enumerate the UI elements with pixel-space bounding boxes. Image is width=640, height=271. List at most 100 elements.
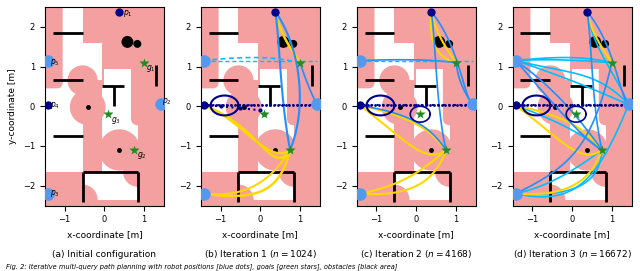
Bar xyxy=(201,7,239,43)
Circle shape xyxy=(223,185,253,215)
FancyBboxPatch shape xyxy=(443,0,483,125)
Bar xyxy=(414,86,450,132)
Circle shape xyxy=(223,65,253,96)
Circle shape xyxy=(123,157,153,187)
Circle shape xyxy=(566,129,608,171)
Bar xyxy=(201,80,232,108)
Bar xyxy=(45,108,83,136)
Bar xyxy=(138,72,164,118)
Circle shape xyxy=(303,72,331,100)
Bar xyxy=(356,43,414,80)
Bar xyxy=(45,136,83,172)
Bar xyxy=(550,172,632,200)
Circle shape xyxy=(614,72,640,100)
Bar xyxy=(450,172,476,206)
Circle shape xyxy=(147,72,175,100)
Bar xyxy=(356,7,369,43)
Bar xyxy=(570,86,606,132)
FancyBboxPatch shape xyxy=(287,0,327,125)
Bar xyxy=(356,108,394,136)
Bar xyxy=(201,7,212,43)
Circle shape xyxy=(260,4,291,34)
Bar xyxy=(45,43,102,80)
Bar xyxy=(45,80,77,108)
Circle shape xyxy=(279,157,309,187)
Bar xyxy=(414,132,450,172)
Circle shape xyxy=(589,36,601,48)
FancyBboxPatch shape xyxy=(599,0,639,125)
Bar xyxy=(102,86,138,132)
Bar xyxy=(239,172,320,200)
Circle shape xyxy=(573,14,627,68)
Y-axis label: y-coordinate [m]: y-coordinate [m] xyxy=(8,69,17,144)
Bar xyxy=(513,80,545,108)
Circle shape xyxy=(411,129,452,171)
FancyBboxPatch shape xyxy=(507,0,531,88)
Bar xyxy=(201,136,239,172)
Text: $p_2$: $p_2$ xyxy=(162,96,172,107)
Bar xyxy=(570,132,606,172)
Bar xyxy=(201,43,259,80)
Bar xyxy=(83,172,164,200)
Circle shape xyxy=(416,4,447,34)
Text: $g_1$: $g_1$ xyxy=(147,63,156,74)
Circle shape xyxy=(601,40,609,48)
Bar xyxy=(606,72,632,118)
Circle shape xyxy=(104,4,134,34)
Text: $g_2$: $g_2$ xyxy=(136,150,147,162)
Circle shape xyxy=(381,89,417,125)
FancyBboxPatch shape xyxy=(39,0,63,88)
Bar xyxy=(513,7,550,43)
Circle shape xyxy=(277,36,289,48)
Circle shape xyxy=(535,65,565,96)
Circle shape xyxy=(70,89,106,125)
Circle shape xyxy=(67,185,98,215)
Circle shape xyxy=(105,14,159,68)
Bar xyxy=(259,132,294,172)
Circle shape xyxy=(591,157,621,187)
X-axis label: x-coordinate [m]: x-coordinate [m] xyxy=(534,230,610,239)
Circle shape xyxy=(433,36,445,48)
Circle shape xyxy=(380,65,410,96)
Circle shape xyxy=(417,14,471,68)
Circle shape xyxy=(538,89,573,125)
Bar xyxy=(45,7,83,43)
Bar xyxy=(356,136,394,172)
Circle shape xyxy=(67,65,98,96)
Text: Fig. 2: Iterative multi-query path planning with robot positions [blue dots], go: Fig. 2: Iterative multi-query path plann… xyxy=(6,263,398,270)
Bar xyxy=(606,172,632,206)
Circle shape xyxy=(255,129,296,171)
X-axis label: x-coordinate [m]: x-coordinate [m] xyxy=(223,230,298,239)
Bar xyxy=(294,72,320,118)
Title: (a) Initial configuration: (a) Initial configuration xyxy=(52,250,156,259)
Circle shape xyxy=(122,36,133,48)
Circle shape xyxy=(189,31,212,55)
FancyBboxPatch shape xyxy=(351,0,374,88)
Bar xyxy=(356,7,394,43)
Circle shape xyxy=(572,4,602,34)
Title: (d) Iteration 3 ($n = 16672$): (d) Iteration 3 ($n = 16672$) xyxy=(513,248,632,260)
Circle shape xyxy=(535,185,565,215)
Bar xyxy=(416,69,476,86)
Circle shape xyxy=(226,89,262,125)
Bar xyxy=(259,86,294,132)
Bar xyxy=(513,43,570,80)
Title: (b) Iteration 1 ($n = 1024$): (b) Iteration 1 ($n = 1024$) xyxy=(204,248,317,260)
Circle shape xyxy=(289,40,297,48)
Bar xyxy=(294,172,320,206)
Bar xyxy=(394,172,476,200)
Text: $g_3$: $g_3$ xyxy=(111,115,120,126)
Bar xyxy=(104,69,164,86)
X-axis label: x-coordinate [m]: x-coordinate [m] xyxy=(67,230,142,239)
Circle shape xyxy=(380,185,410,215)
Circle shape xyxy=(261,14,315,68)
Bar xyxy=(201,108,239,136)
Bar xyxy=(356,80,388,108)
Circle shape xyxy=(99,129,140,171)
Bar xyxy=(102,132,138,172)
Circle shape xyxy=(33,31,57,55)
Title: (c) Iteration 2 ($n = 4168$): (c) Iteration 2 ($n = 4168$) xyxy=(360,248,472,260)
Circle shape xyxy=(500,31,524,55)
Circle shape xyxy=(459,72,486,100)
Bar xyxy=(513,7,524,43)
